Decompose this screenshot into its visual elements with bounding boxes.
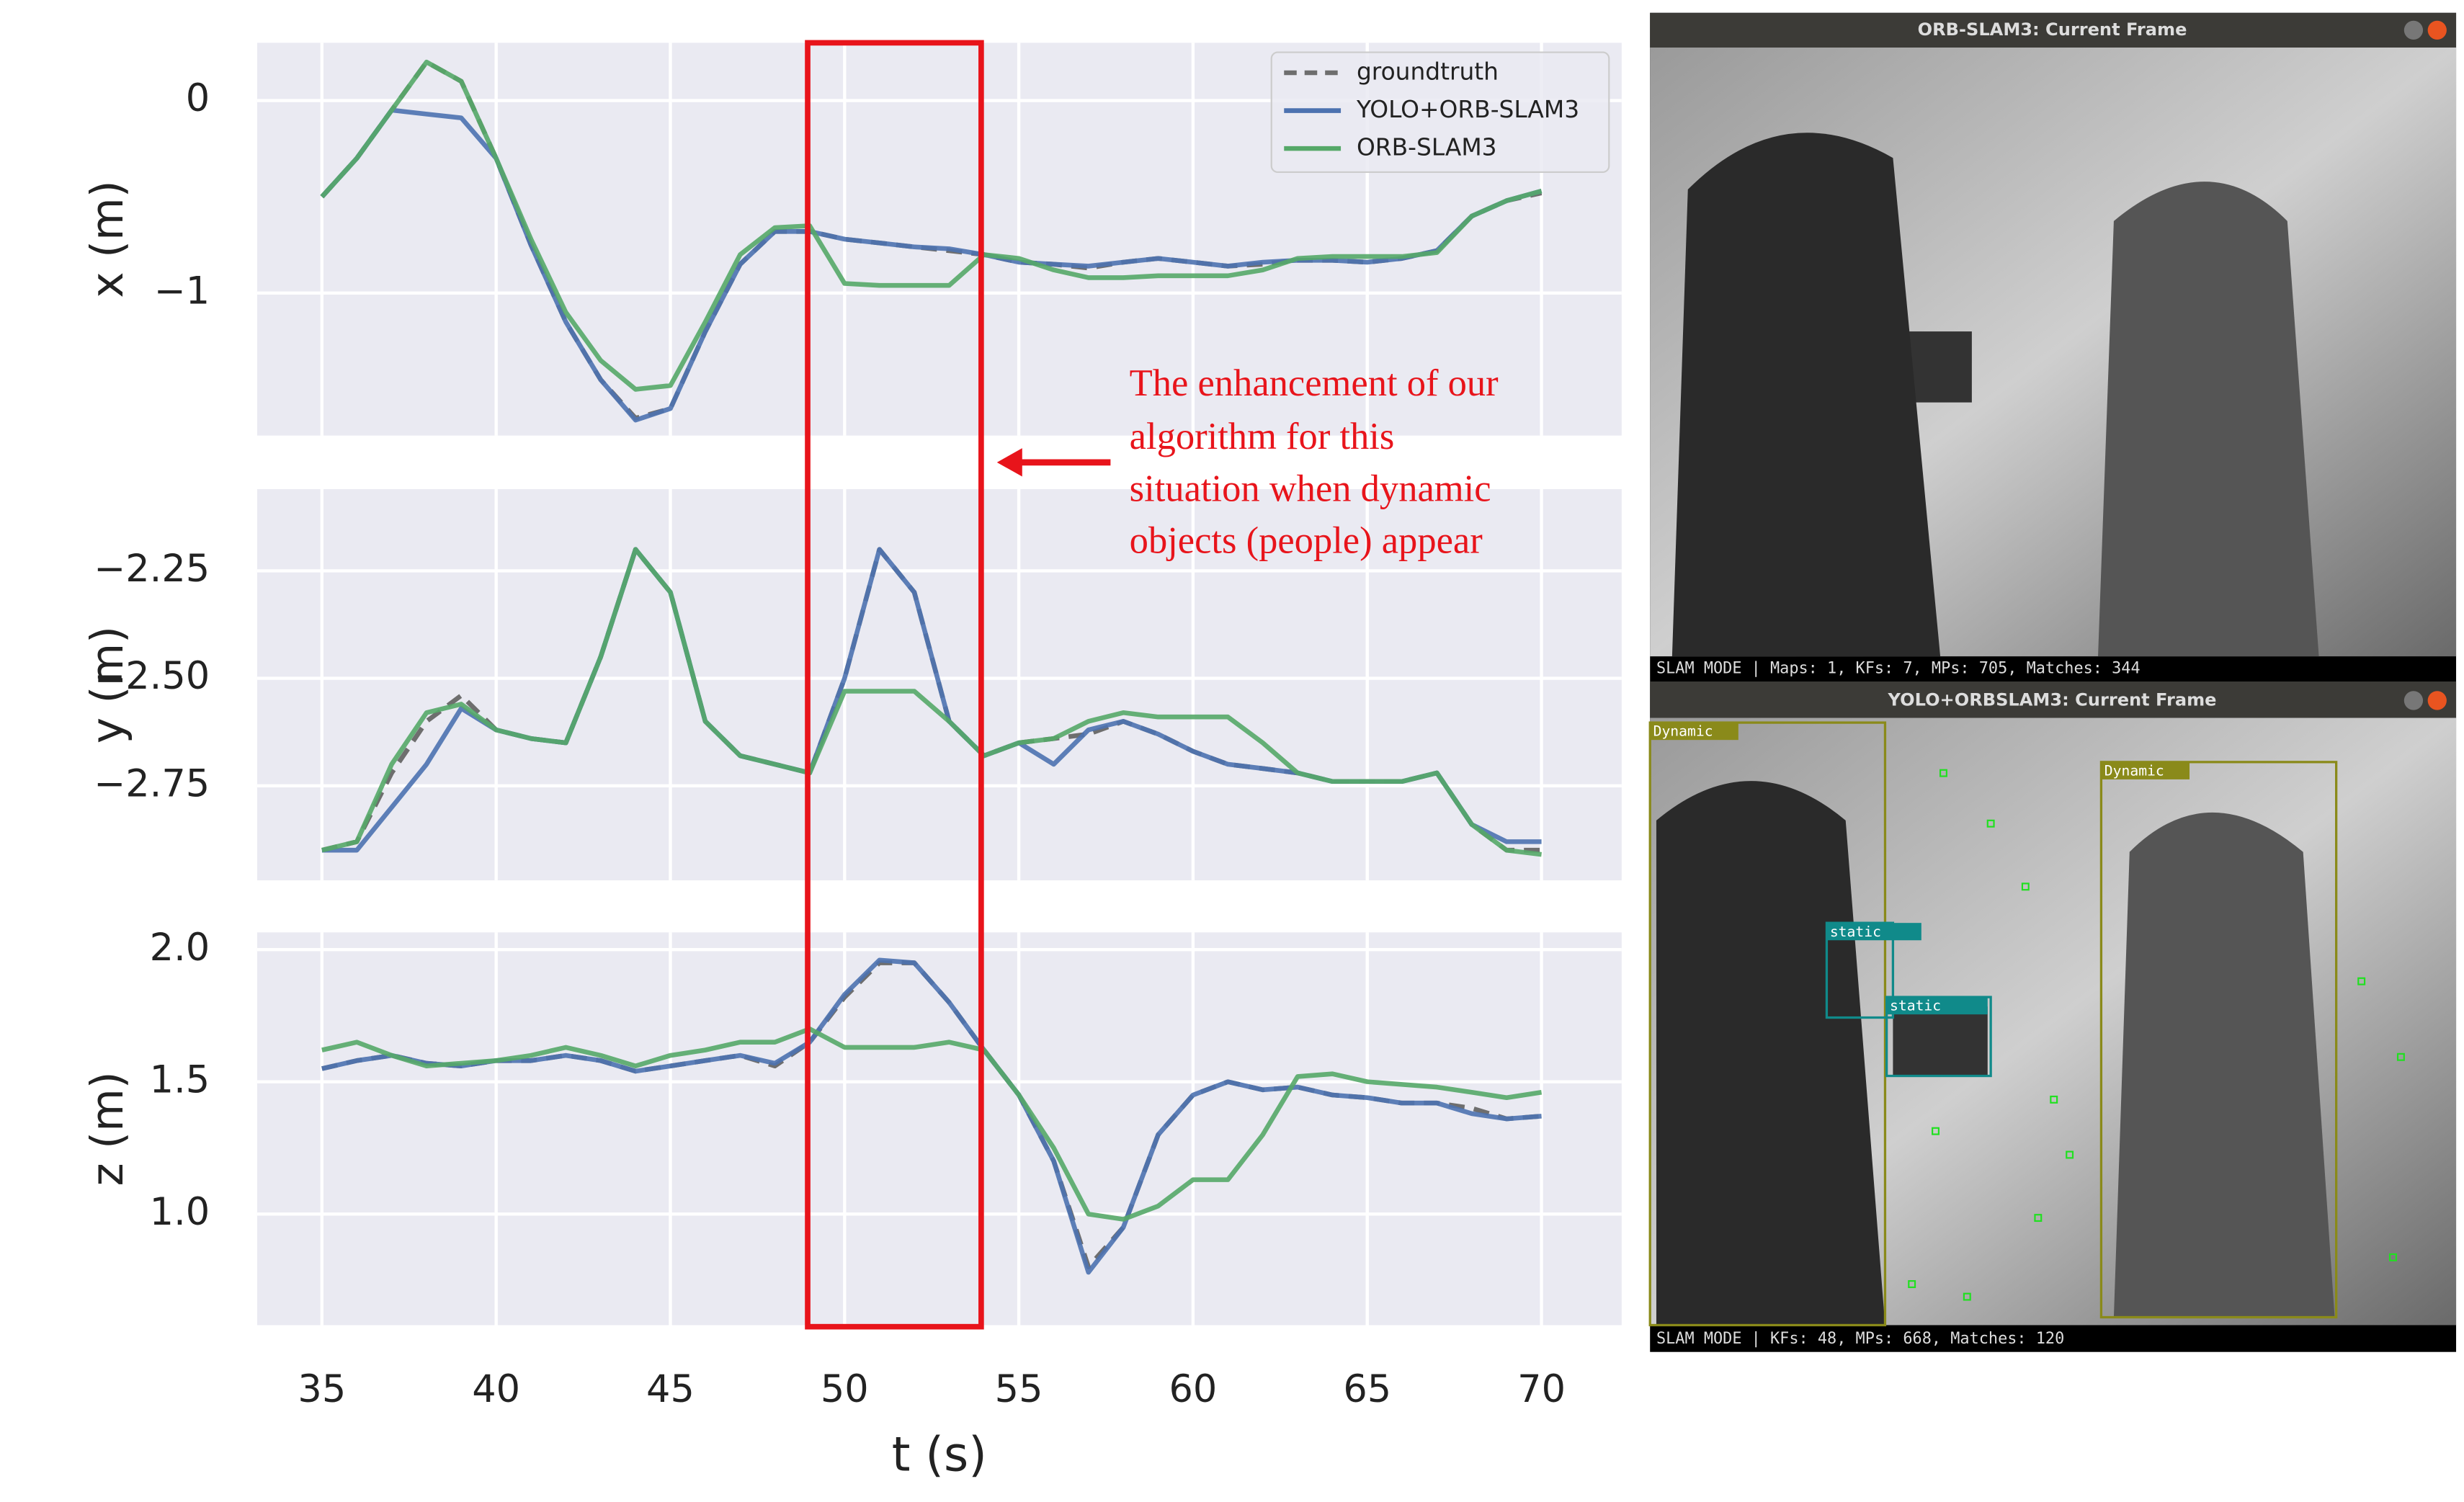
arrow-head — [996, 448, 1022, 477]
person — [2098, 182, 2319, 657]
detection-box — [2099, 761, 2338, 1319]
monitor — [1893, 1006, 1988, 1076]
charts: −1 0 x (m) groundtruth YOLO+ORB-SLAM3 ORB-SLA… — [82, 43, 1622, 1482]
detection-label-bg — [2101, 761, 2190, 779]
window: ORB-SLAM3: Current Frame SLAM MODE | Map… — [1650, 12, 2457, 682]
y-axis-label: x (m) — [82, 180, 133, 298]
x-tick-label: 65 — [1343, 1367, 1391, 1411]
legend-box — [1270, 51, 1610, 174]
x-axis-label: t (s) — [892, 1427, 987, 1482]
detection-label-bg — [1650, 723, 1738, 741]
window-button[interactable] — [2403, 20, 2424, 40]
detection-label-bg — [1886, 997, 1988, 1015]
y-tick-label: 0 — [186, 76, 210, 120]
title-bar — [1650, 12, 2457, 48]
detection-box — [1648, 721, 1887, 1327]
x-tick-label: 55 — [995, 1367, 1043, 1411]
annotation: The enhancement of our algorithm for thi… — [1130, 362, 1499, 562]
legend-label: ORB-SLAM3 — [1357, 134, 1497, 161]
detection-label: Dynamic — [1653, 723, 1713, 740]
y-tick-label: −2.75 — [94, 761, 210, 805]
close-button[interactable] — [2427, 691, 2447, 710]
x-tick-label: 60 — [1169, 1367, 1218, 1411]
status-bar: SLAM MODE | Maps: 1, KFs: 7, MPs: 705, M… — [1656, 660, 2141, 678]
series-line — [321, 1027, 1543, 1222]
annotation-line: objects (people) appear — [1130, 520, 1483, 562]
x-tick-label: 45 — [646, 1367, 695, 1411]
y-tick-label: −1 — [154, 269, 210, 313]
detection-label: Dynamic — [2104, 762, 2164, 779]
window-title: YOLO+ORBSLAM3: Current Frame — [1888, 689, 2217, 710]
y-tick-label: 2.0 — [150, 926, 210, 970]
window-button[interactable] — [2403, 691, 2424, 710]
y-tick-label: −2.50 — [94, 654, 210, 698]
series-line — [320, 59, 1543, 392]
x-tick-label: 40 — [472, 1367, 520, 1411]
detection-label-bg — [1826, 923, 1921, 941]
window: YOLO+ORBSLAM3: Current Frame Dynamic Dyn… — [1648, 681, 2457, 1352]
window-title: ORB-SLAM3: Current Frame — [1918, 19, 2187, 40]
y-tick-label: 1.0 — [150, 1190, 210, 1234]
y-tick-label: 1.5 — [150, 1058, 210, 1101]
x-tick-label: 70 — [1517, 1367, 1566, 1411]
annotation-line: situation when dynamic — [1130, 468, 1491, 509]
person — [1671, 133, 1941, 657]
person — [1656, 781, 1885, 1326]
feature-points — [1908, 769, 2405, 1301]
series-line — [321, 957, 1542, 1275]
x-tick-label: 35 — [298, 1367, 346, 1411]
title-bar — [1650, 681, 2457, 718]
x-tick-label: 50 — [821, 1367, 869, 1411]
plot-area — [256, 932, 1622, 1326]
annotation-line: The enhancement of our — [1130, 362, 1499, 404]
y-tick-label: −2.25 — [94, 547, 210, 591]
highlight-box — [805, 40, 984, 1330]
y-axis-label: z (m) — [82, 1071, 133, 1186]
series-line — [321, 547, 1542, 857]
legend-label: YOLO+ORB-SLAM3 — [1356, 96, 1579, 123]
close-button[interactable] — [2427, 20, 2447, 40]
y-axis-label: y (m) — [82, 626, 133, 743]
legend-label: groundtruth — [1357, 58, 1499, 86]
person — [2113, 812, 2335, 1318]
status-bar: SLAM MODE | KFs: 48, MPs: 668, Matches: … — [1656, 1330, 2064, 1348]
annotation-line: algorithm for this — [1130, 416, 1395, 457]
detection-label: static — [1890, 998, 1941, 1014]
detection-label: static — [1830, 924, 1881, 940]
